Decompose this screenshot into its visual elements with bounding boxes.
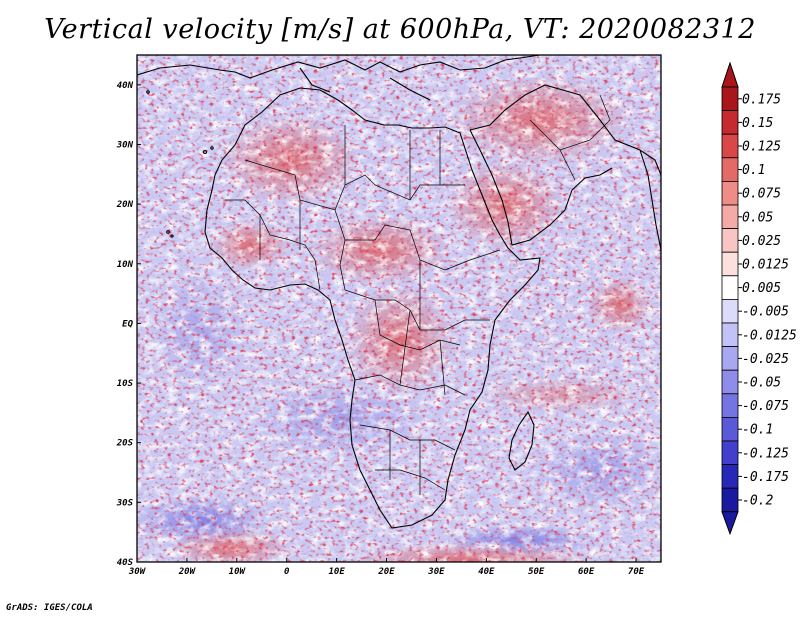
europe-coastline (137, 55, 541, 79)
colorbar-label: 0.05 (742, 210, 773, 225)
colorbar-label: -0.05 (742, 376, 781, 391)
colorbar-swatch (721, 228, 739, 253)
colorbar-swatch (721, 275, 739, 300)
colorbar-swatch (721, 204, 739, 230)
y-tick-label: 10N (117, 260, 134, 270)
map-frame (136, 54, 662, 563)
colorbar-label: 0.15 (742, 116, 773, 131)
colorbar: 0.175 0.15 0.125 0.1 0.075 0.05 0.025 0.0125 0.0… (721, 61, 797, 536)
y-tick-label: 20S (116, 439, 134, 449)
colorbar-label: 0.025 (742, 234, 781, 249)
x-tick-label: 20E (377, 567, 395, 577)
y-tick-label: 40N (117, 81, 134, 91)
colorbar-swatch (721, 487, 739, 513)
x-tick-label: 40E (478, 567, 495, 577)
colorbar-swatch (721, 322, 739, 348)
colorbar-swatch (721, 346, 739, 371)
y-tick-label: 20N (116, 200, 134, 210)
colorbar-bottom-arrow (721, 511, 739, 536)
colorbar-label: 0.005 (742, 281, 781, 296)
x-tick-label: 30W (128, 567, 147, 577)
x-tick-label: 30E (427, 567, 445, 577)
arabia-coastline (469, 84, 661, 246)
india-coastline (639, 149, 661, 251)
colorbar-swatch (721, 180, 739, 206)
colorbar-label: 0.075 (742, 187, 781, 202)
colorbar-swatch (721, 157, 739, 182)
y-tick-label: 40S (117, 558, 134, 568)
x-tick-label: 20W (178, 567, 197, 577)
africa-coastline (204, 87, 541, 529)
y-axis: 40N 30N 20N 10N EQ 10S 20S 30S 40S (116, 81, 141, 568)
x-tick-label: 50E (528, 567, 545, 577)
colorbar-swatch (721, 133, 739, 159)
colorbar-label: 0.1 (742, 163, 765, 178)
x-tick-label: 10E (328, 567, 345, 577)
colorbar-label: -0.0125 (742, 328, 797, 343)
colorbar-label: -0.075 (742, 399, 789, 414)
colorbar-swatch (721, 86, 739, 112)
colorbar-swatch (721, 416, 739, 442)
y-tick-label: 10S (117, 379, 134, 389)
colorbar-swatch (721, 440, 739, 466)
colorbar-label: -0.025 (742, 352, 789, 367)
footer-credit: GrADS: IGES/COLA (6, 603, 93, 613)
colorbar-top-arrow (721, 61, 739, 88)
velocity-field (137, 55, 661, 562)
colorbar-swatch (721, 251, 739, 277)
colorbar-swatch (721, 393, 739, 418)
x-tick-label: 60E (578, 567, 595, 577)
x-tick-label: 70E (628, 567, 645, 577)
madagascar-coastline (508, 410, 535, 471)
colorbar-label: -0.005 (742, 305, 789, 320)
y-tick-label: 30N (116, 140, 134, 150)
colorbar-swatch (721, 464, 739, 489)
x-tick-label: 10W (229, 567, 247, 577)
y-tick-label: EQ (122, 319, 133, 329)
chart-title: Vertical velocity [m/s] at 600hPa, VT: 2… (44, 14, 756, 45)
coastlines (137, 55, 661, 529)
country-borders (225, 94, 611, 495)
colorbar-label: -0.2 (742, 494, 773, 509)
colorbar-label: 0.0125 (742, 258, 789, 273)
colorbar-swatch (721, 369, 739, 395)
x-axis: 30W 20W 10W 0 10E 20E 30E 40E 50E 60E 70E (128, 558, 645, 577)
colorbar-label: 0.125 (742, 140, 781, 155)
colorbar-label: -0.1 (742, 423, 773, 438)
x-tick-label: 0 (284, 567, 290, 577)
colorbar-label: 0.175 (742, 92, 781, 107)
colorbar-label: -0.125 (742, 446, 789, 461)
colorbar-swatch (721, 110, 739, 135)
colorbar-label: -0.175 (742, 470, 789, 485)
colorbar-swatch (721, 298, 739, 324)
y-tick-label: 30S (116, 498, 134, 508)
